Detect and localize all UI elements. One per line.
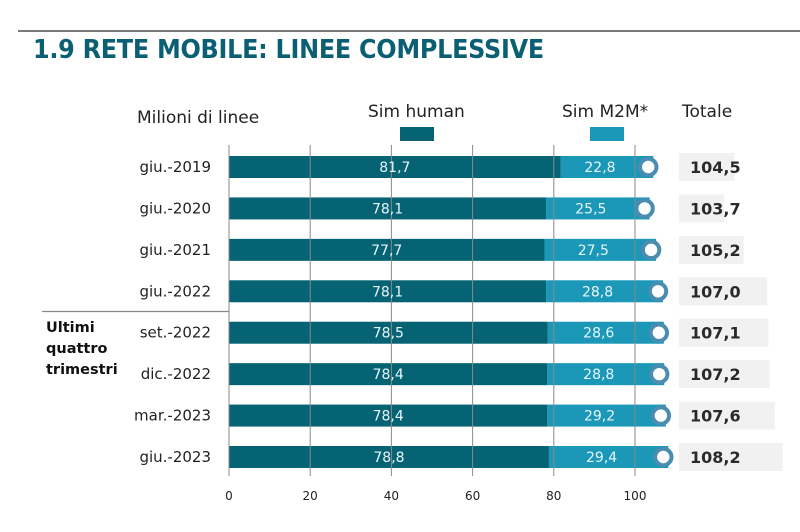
category-label: mar.-2023 xyxy=(134,407,211,425)
bar-sim-human xyxy=(229,280,547,303)
total-box xyxy=(679,153,735,181)
bar-end-cap-icon xyxy=(638,156,659,178)
legend-sim-human-label: Sim human xyxy=(368,102,465,122)
legend-sim-human-swatch xyxy=(400,127,434,141)
bar-sim-m2m xyxy=(547,404,666,427)
category-label: set.-2022 xyxy=(140,324,211,342)
x-tick-label: 20 xyxy=(303,489,318,503)
value-label-sim-m2m: 25,5 xyxy=(575,201,606,217)
total-value: 107,0 xyxy=(690,282,741,301)
legend-sim-m2m-label: Sim M2M* xyxy=(562,102,649,122)
bar-end-cap-icon xyxy=(650,405,672,426)
x-tick-label: 0 xyxy=(225,489,233,503)
value-label-sim-m2m: 28,8 xyxy=(582,284,613,300)
x-tick-label: 100 xyxy=(624,489,647,503)
bar-sim-human xyxy=(229,321,548,344)
total-box xyxy=(679,401,775,430)
category-label: giu.-2020 xyxy=(139,199,211,217)
category-label: giu.-2022 xyxy=(139,282,211,300)
category-label: dic.-2022 xyxy=(141,365,211,383)
total-box xyxy=(679,318,769,347)
bar-end-cap-icon xyxy=(634,198,655,219)
value-label-sim-human: 78,1 xyxy=(372,284,403,300)
value-label-sim-m2m: 27,5 xyxy=(578,243,609,259)
legend-totale-label: Totale xyxy=(682,102,733,122)
total-value: 108,2 xyxy=(690,448,741,467)
value-label-sim-human: 78,4 xyxy=(373,367,404,383)
value-label-sim-m2m: 28,8 xyxy=(583,367,614,383)
bar-end-cap-icon xyxy=(653,446,674,468)
bar-sim-human xyxy=(229,363,548,386)
value-label-sim-m2m: 28,6 xyxy=(583,326,614,342)
value-label-sim-human: 81,7 xyxy=(379,160,410,176)
group-label-ultimi-quattro-trimestri: Ultimi quattro trimestri xyxy=(46,318,118,381)
bar-sim-m2m xyxy=(546,280,664,303)
group-label-line: Ultimi xyxy=(46,320,95,336)
bar-sim-human xyxy=(229,238,545,261)
category-label: giu.-2019 xyxy=(139,158,211,176)
value-label-sim-human: 78,5 xyxy=(373,326,404,342)
category-label: giu.-2023 xyxy=(139,448,211,466)
bar-end-cap-icon xyxy=(640,239,662,261)
total-box xyxy=(679,194,725,223)
value-label-sim-m2m: 22,8 xyxy=(584,160,615,176)
value-label-sim-m2m: 29,2 xyxy=(584,409,615,425)
total-value: 107,2 xyxy=(690,365,741,384)
x-tick-label: 60 xyxy=(465,489,480,503)
legend-sim-m2m-swatch xyxy=(590,127,624,141)
total-box xyxy=(679,360,770,389)
total-value: 107,6 xyxy=(690,407,741,426)
bar-sim-m2m xyxy=(548,446,669,469)
value-label-sim-human: 78,4 xyxy=(373,409,404,425)
x-tick-label: 80 xyxy=(546,489,561,503)
value-label-sim-human: 78,1 xyxy=(372,201,403,217)
value-label-sim-human: 77,7 xyxy=(371,243,402,259)
x-tick-label: 40 xyxy=(384,489,399,503)
bar-sim-m2m xyxy=(544,238,657,261)
unit-label: Milioni di linee xyxy=(137,108,260,128)
page-title: 1.9 RETE MOBILE: LINEE COMPLESSIVE xyxy=(33,35,544,65)
total-box xyxy=(679,235,744,264)
total-box xyxy=(679,277,767,306)
bar-end-cap-icon xyxy=(647,281,669,302)
bar-sim-human xyxy=(229,197,547,220)
total-value: 103,7 xyxy=(690,199,741,218)
total-box xyxy=(679,443,783,472)
bar-sim-human xyxy=(229,446,549,469)
total-value: 105,2 xyxy=(690,241,741,260)
value-label-sim-m2m: 29,4 xyxy=(586,450,617,466)
bar-sim-human xyxy=(229,404,548,427)
bar-end-cap-icon xyxy=(649,363,670,385)
group-label-line: quattro xyxy=(46,341,108,357)
total-value: 104,5 xyxy=(690,158,741,177)
group-label-line: trimestri xyxy=(46,362,118,378)
bar-sim-human xyxy=(229,156,561,178)
category-label: giu.-2021 xyxy=(139,241,211,259)
total-value: 107,1 xyxy=(690,324,741,343)
bar-sim-m2m xyxy=(560,156,654,178)
value-label-sim-human: 78,8 xyxy=(373,450,404,466)
bar-sim-m2m xyxy=(546,197,650,220)
bar-end-cap-icon xyxy=(648,322,670,343)
top-rule xyxy=(18,30,800,32)
